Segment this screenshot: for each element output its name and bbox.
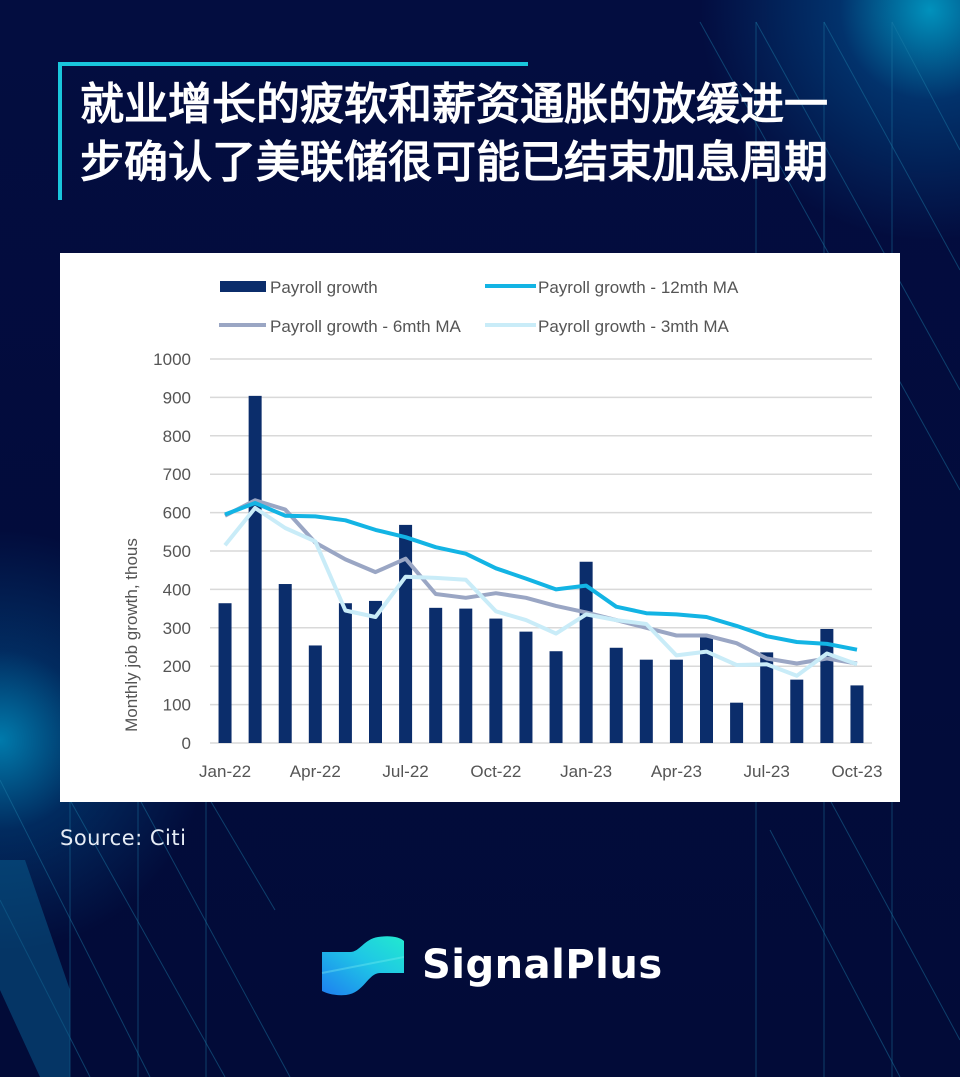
bar-Jun-23 [730,702,744,743]
legend-swatch-payroll [220,281,266,292]
y-tick-label: 800 [163,427,191,446]
bar-Aug-23 [790,679,804,743]
y-tick-label: 400 [163,580,191,599]
bar-Jan-22 [218,603,232,743]
y-axis-ticks: 0 100 200 300 400 500 600 700 800 900 1000 [153,350,191,753]
moving-average-lines [223,498,858,678]
x-tick-label: Apr-22 [290,762,341,781]
bar-Feb-23 [609,647,623,743]
bar-Oct-22 [489,618,503,743]
bar-Oct-23 [850,685,864,743]
legend-label-payroll: Payroll growth [270,278,378,297]
x-axis-ticks: Jan-22 Apr-22 Jul-22 Oct-22 Jan-23 Apr-23 Jul-… [199,762,882,781]
y-tick-label: 1000 [153,350,191,369]
title-line-2: 步确认了美联储很可能已结束加息周期 [80,137,828,188]
bar-Mar-23 [639,659,653,743]
y-tick-label: 700 [163,465,191,484]
chart-card: Payroll growth Payroll growth - 12mth MA… [60,253,900,802]
bar-Apr-23 [669,659,683,743]
x-tick-label: Jul-22 [382,762,428,781]
bar-Dec-22 [549,651,563,743]
bar-Apr-22 [308,645,322,743]
title-line-1: 就业增长的疲软和薪资通胀的放缓进一 [80,79,828,130]
bar-May-23 [700,635,713,743]
y-tick-label: 200 [163,657,191,676]
page-title: 就业增长的疲软和薪资通胀的放缓进一 步确认了美联储很可能已结束加息周期 [80,76,920,192]
y-tick-label: 600 [163,504,191,523]
chart-legend: Payroll growth Payroll growth - 12mth MA… [219,278,739,336]
x-tick-label: Oct-22 [470,762,521,781]
y-tick-label: 300 [163,619,191,638]
y-tick-label: 500 [163,542,191,561]
y-tick-label: 0 [182,734,191,753]
legend-label-ma3: Payroll growth - 3mth MA [538,317,729,336]
brand-name: SignalPlus [422,942,663,988]
legend-label-ma6: Payroll growth - 6mth MA [270,317,461,336]
bar-Mar-22 [278,584,292,743]
brand: SignalPlus [320,930,663,1000]
y-tick-label: 900 [163,388,191,407]
y-axis-label: Monthly job growth, thous [122,538,141,732]
bar-May-22 [338,603,352,743]
title-accent-bar [58,62,528,66]
bar-Sep-22 [459,608,473,743]
x-tick-label: Jul-23 [744,762,790,781]
legend-label-ma12: Payroll growth - 12mth MA [538,278,739,297]
line-payroll-growth---3mth-ma [223,506,858,678]
bar-Aug-22 [429,607,443,743]
x-tick-label: Jan-22 [199,762,251,781]
signalplus-logo-icon [321,936,404,996]
line-payroll-growth---6mth-ma [224,498,858,666]
source-note: Source: Citi [60,826,187,850]
bar-Feb-22 [248,395,262,743]
payroll-bars [218,395,864,743]
payroll-chart: Payroll growth Payroll growth - 12mth MA… [122,278,882,781]
bar-Nov-22 [519,631,533,743]
x-tick-label: Jan-23 [560,762,612,781]
x-tick-label: Apr-23 [651,762,702,781]
y-tick-label: 100 [163,696,191,715]
bar-Jan-23 [579,561,593,743]
x-tick-label: Oct-23 [831,762,882,781]
bar-Jul-23 [760,652,774,743]
bar-Jun-22 [369,600,382,743]
line-payroll-growth---12mth-ma [224,501,858,652]
title-accent-side [58,62,62,200]
